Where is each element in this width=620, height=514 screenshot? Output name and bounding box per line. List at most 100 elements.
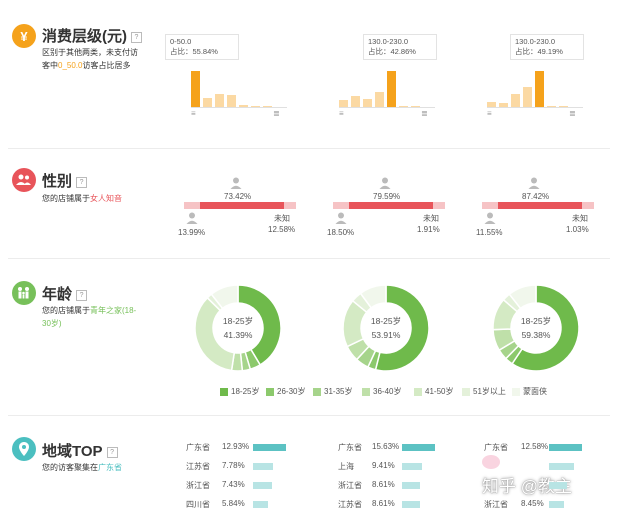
help-icon[interactable]: ?: [106, 446, 118, 458]
donut-center-category: 18-25岁: [222, 316, 254, 326]
family-icon: [12, 281, 36, 305]
female-bar[interactable]: [498, 202, 582, 209]
tooltip-share: 占比：55.84%: [170, 47, 218, 56]
chart-baseline: [487, 107, 583, 108]
spending-bar[interactable]: [227, 95, 236, 107]
unknown-label: 未知: [572, 214, 588, 223]
spending-bar[interactable]: [375, 91, 384, 107]
region-bar[interactable]: [549, 444, 582, 451]
spending-bar[interactable]: [559, 106, 568, 107]
female-bar[interactable]: [349, 202, 433, 209]
region-percent: 7.43%: [222, 480, 245, 489]
spending-bar[interactable]: [203, 98, 212, 107]
age-legend-item[interactable]: 蒙面侠: [512, 386, 547, 397]
age-donut-chart: [342, 284, 430, 372]
region-bar[interactable]: [253, 463, 273, 470]
region-name: 浙江省: [338, 481, 362, 490]
legend-swatch: [266, 387, 274, 396]
male-person-icon: [186, 211, 198, 229]
age-legend-item[interactable]: 36-40岁: [362, 386, 401, 397]
age-legend-item[interactable]: 26-30岁: [266, 386, 305, 397]
spending-bar[interactable]: [523, 87, 532, 107]
male-percent: 11.55%: [476, 228, 503, 237]
help-icon[interactable]: ?: [76, 176, 88, 188]
coin-single-icon: ≡: [339, 109, 344, 118]
region-percent: 12.58%: [521, 442, 549, 451]
coin-single-icon: ≡: [487, 109, 492, 118]
donut-center-label: 18-25岁 53.91%: [356, 314, 416, 342]
age-donut-slice[interactable]: [374, 284, 430, 372]
region-name: 广东省: [186, 443, 210, 452]
age-legend-item[interactable]: 18-25岁: [220, 386, 259, 397]
spending-bar[interactable]: [387, 71, 396, 107]
region-bar[interactable]: [253, 482, 272, 489]
spending-bar[interactable]: [363, 99, 372, 107]
donut-center-category: 18-25岁: [370, 316, 402, 326]
donut-center-value: 53.91%: [371, 330, 401, 340]
spending-bar[interactable]: [399, 105, 408, 107]
legend-label: 41-50岁: [425, 387, 454, 396]
location-pin-icon: [12, 437, 36, 461]
region-bar[interactable]: [549, 463, 574, 470]
region-name: 广东省: [484, 443, 508, 452]
age-donut-slice[interactable]: [508, 284, 537, 310]
region-name: 浙江省: [186, 481, 210, 490]
spending-title: 消费层级(元)?: [42, 25, 142, 46]
help-icon[interactable]: ?: [76, 289, 88, 301]
spending-bar[interactable]: [547, 105, 556, 107]
age-legend-item[interactable]: 41-50岁: [414, 386, 453, 397]
region-title: 地域TOP?: [42, 440, 118, 461]
region-bar[interactable]: [402, 482, 421, 489]
unknown-label: 未知: [423, 214, 439, 223]
region-bar[interactable]: [402, 463, 422, 470]
unknown-percent: 12.58%: [268, 225, 296, 234]
donut-center-value: 59.38%: [521, 330, 551, 340]
spending-tooltip: 130.0-230.0 占比：42.86%: [363, 34, 437, 60]
female-percent: 79.59%: [373, 192, 401, 201]
donut-center-label: 18-25岁 41.39%: [208, 314, 268, 342]
spending-bar[interactable]: [535, 71, 544, 107]
spending-bar[interactable]: [251, 105, 260, 107]
spending-bar[interactable]: [239, 105, 248, 107]
region-bar[interactable]: [549, 501, 564, 508]
spending-bar[interactable]: [487, 101, 496, 107]
region-percent: 15.63%: [372, 442, 400, 451]
people-icon: [12, 168, 36, 192]
region-name: 江苏省: [186, 462, 210, 471]
region-bar[interactable]: [253, 501, 268, 508]
age-legend-item[interactable]: 51岁以上: [462, 386, 506, 397]
age-legend-item[interactable]: 31-35岁: [313, 386, 352, 397]
female-percent: 87.42%: [522, 192, 550, 201]
unknown-label: 未知: [274, 214, 290, 223]
region-name: 江苏省: [338, 500, 362, 509]
spending-bar[interactable]: [215, 94, 224, 107]
age-donut-slice[interactable]: [210, 284, 239, 310]
spending-bar[interactable]: [511, 94, 520, 107]
region-percent: 8.61%: [372, 499, 395, 508]
spending-bar[interactable]: [339, 99, 348, 107]
age-donut-slice[interactable]: [359, 284, 387, 309]
help-icon[interactable]: ?: [131, 31, 142, 43]
watermark-logo-icon: [482, 455, 500, 469]
region-bar[interactable]: [253, 444, 286, 451]
tooltip-range: 130.0-230.0: [368, 37, 409, 46]
female-person-icon: [379, 176, 391, 194]
female-bar[interactable]: [200, 202, 284, 209]
female-person-icon: [528, 176, 540, 194]
male-percent: 18.50%: [327, 228, 355, 237]
region-bar[interactable]: [549, 482, 568, 489]
spending-bar[interactable]: [263, 106, 272, 107]
legend-swatch: [362, 387, 370, 396]
region-bar[interactable]: [402, 444, 435, 451]
region-bar[interactable]: [402, 501, 421, 508]
legend-label: 51岁以上: [473, 387, 506, 396]
spending-bar[interactable]: [351, 96, 360, 107]
region-percent: 5.84%: [222, 499, 245, 508]
age-donut-slice[interactable]: [511, 284, 580, 372]
donut-center-value: 41.39%: [223, 330, 253, 340]
spending-bar[interactable]: [499, 102, 508, 107]
spending-bar[interactable]: [191, 71, 200, 107]
spending-bar[interactable]: [411, 106, 420, 107]
unknown-percent: 1.03%: [566, 225, 589, 234]
age-donut-slice[interactable]: [237, 284, 282, 366]
